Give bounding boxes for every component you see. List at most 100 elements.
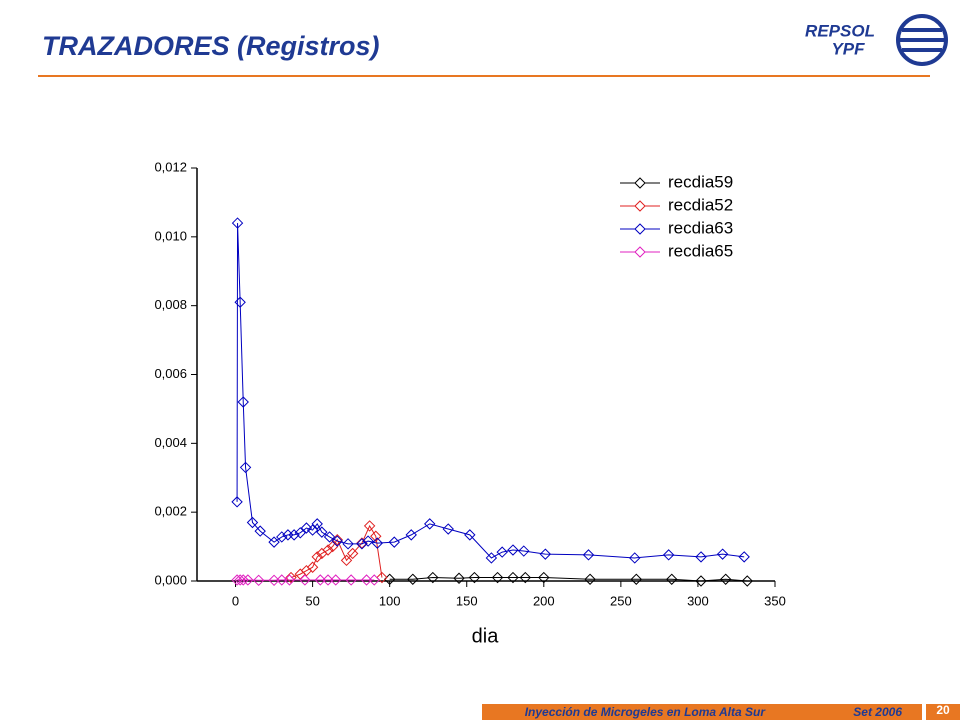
x-tick-label: 250: [610, 593, 632, 608]
data-point: [376, 571, 388, 584]
footer-bar: [482, 704, 922, 720]
data-point: [468, 571, 481, 584]
data-point: [234, 296, 246, 308]
page-number: 20: [936, 703, 950, 717]
data-point: [345, 574, 357, 586]
data-point: [322, 544, 334, 556]
data-point: [507, 571, 519, 584]
legend-marker: [634, 246, 646, 258]
y-tick-label: 0,000: [154, 572, 187, 587]
data-point: [538, 571, 550, 584]
data-point: [322, 574, 334, 586]
legend-marker: [634, 200, 646, 212]
page-box: [926, 704, 960, 720]
data-point: [507, 544, 519, 556]
x-tick-label: 100: [379, 593, 401, 608]
data-point: [405, 529, 417, 541]
data-point: [485, 552, 498, 564]
data-point: [738, 551, 750, 563]
data-point: [285, 571, 297, 584]
data-point: [666, 573, 678, 585]
data-point: [342, 538, 354, 550]
data-point: [331, 535, 343, 547]
data-point: [234, 574, 246, 586]
data-point: [582, 549, 595, 561]
data-point: [231, 496, 243, 508]
x-tick-label: 300: [687, 593, 709, 608]
data-point: [519, 571, 532, 584]
series-line: [290, 524, 383, 579]
legend-label: recdia52: [668, 195, 733, 214]
data-point: [363, 520, 376, 532]
data-point: [237, 396, 249, 408]
data-point: [496, 546, 508, 558]
data-point: [427, 571, 439, 584]
data-point: [239, 461, 252, 474]
data-point: [464, 529, 476, 541]
data-point: [268, 536, 280, 548]
data-point: [306, 561, 319, 573]
data-point: [294, 527, 306, 539]
data-point: [662, 549, 675, 561]
x-tick-label: 50: [305, 593, 319, 608]
data-point: [370, 530, 382, 542]
y-tick-label: 0,008: [154, 297, 187, 312]
data-point: [368, 574, 380, 586]
data-point: [246, 516, 259, 529]
data-point: [491, 571, 504, 584]
data-point: [442, 523, 454, 535]
legend-label: recdia65: [668, 241, 733, 260]
data-point: [362, 535, 374, 547]
data-point: [346, 547, 359, 560]
y-tick-label: 0,012: [154, 159, 187, 174]
series-line: [236, 223, 745, 559]
data-point: [306, 524, 319, 536]
data-point: [518, 545, 530, 557]
logo-emblem: [896, 14, 948, 66]
data-point: [741, 575, 753, 587]
data-point: [340, 554, 353, 567]
data-point: [424, 518, 436, 530]
logo-text: REPSOL: [805, 21, 875, 40]
data-point: [231, 217, 244, 229]
data-point: [242, 574, 254, 586]
y-tick-label: 0,010: [154, 228, 187, 243]
data-point: [252, 574, 265, 587]
series-line: [389, 577, 748, 582]
logo-text: YPF: [831, 39, 865, 58]
data-point: [276, 574, 288, 586]
data-point: [360, 574, 373, 586]
data-point: [539, 548, 552, 560]
data-point: [316, 526, 328, 538]
data-point: [288, 529, 300, 541]
data-point: [299, 574, 311, 586]
data-point: [719, 573, 732, 585]
data-point: [630, 573, 642, 585]
footer-date: Set 2006: [853, 705, 902, 719]
legend-label: recdia63: [668, 218, 733, 237]
data-point: [276, 531, 288, 543]
y-tick-label: 0,004: [154, 435, 187, 450]
data-point: [314, 574, 327, 586]
data-point: [584, 573, 596, 585]
y-tick-label: 0,002: [154, 504, 187, 519]
y-tick-label: 0,006: [154, 366, 187, 381]
data-point: [695, 575, 707, 587]
legend-marker: [634, 177, 646, 189]
data-point: [716, 548, 729, 560]
data-point: [283, 574, 296, 586]
data-point: [311, 551, 323, 563]
x-axis-label: dia: [472, 625, 500, 647]
data-point: [388, 536, 400, 548]
legend-marker: [634, 223, 646, 235]
data-point: [356, 538, 368, 550]
data-point: [330, 574, 342, 586]
data-point: [323, 531, 336, 543]
data-point: [300, 522, 313, 534]
data-point: [695, 551, 707, 563]
data-point: [237, 574, 249, 586]
x-tick-label: 200: [533, 593, 555, 608]
x-tick-label: 0: [232, 593, 239, 608]
data-point: [311, 518, 323, 530]
data-point: [629, 552, 641, 564]
